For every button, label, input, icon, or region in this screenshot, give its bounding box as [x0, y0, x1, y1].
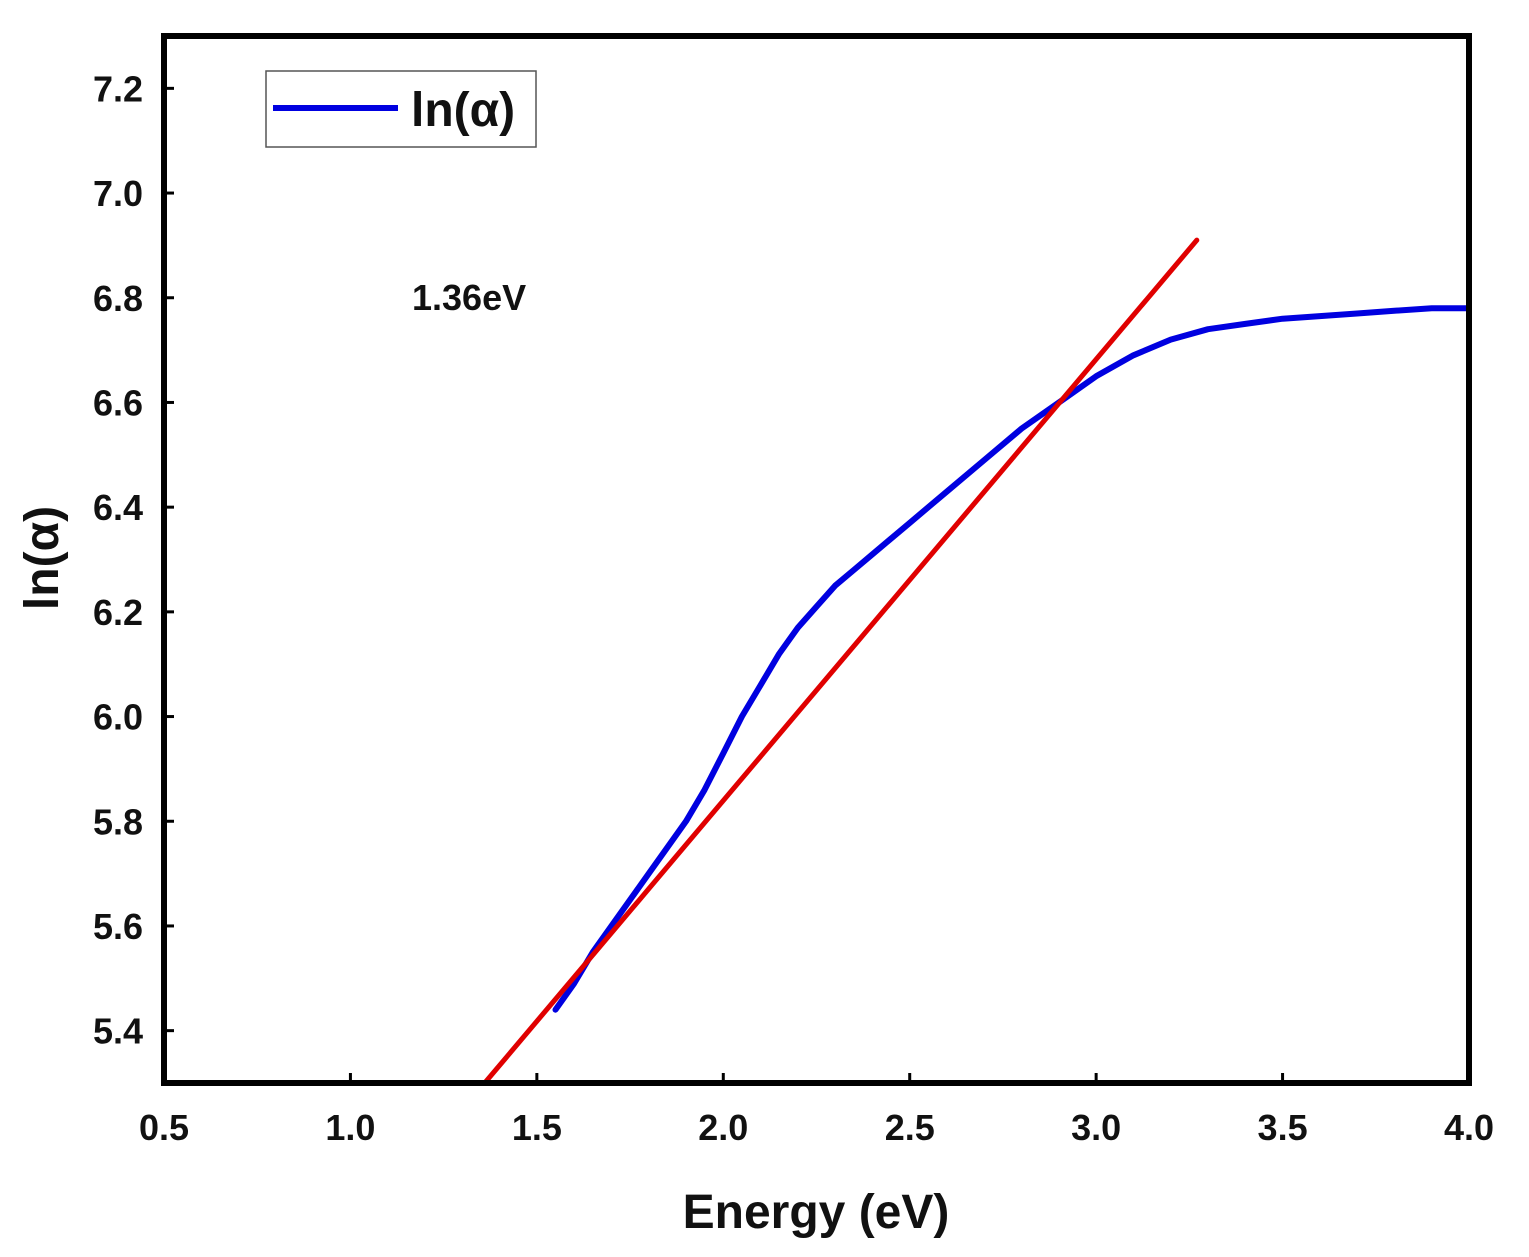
legend-label: ln(α) — [411, 84, 515, 137]
x-axis-tick-labels: 0.5 1.0 1.5 2.0 2.5 3.0 3.5 4.0 — [139, 1107, 1494, 1148]
x-tick-label: 3.0 — [1071, 1107, 1121, 1148]
y-tick-label: 5.8 — [93, 801, 143, 842]
plot-area — [161, 33, 1472, 1086]
x-tick-label: 2.5 — [885, 1107, 935, 1148]
x-tick-label: 3.5 — [1258, 1107, 1308, 1148]
y-axis-title: ln(α) — [16, 506, 69, 610]
y-tick-label: 5.4 — [93, 1011, 143, 1052]
y-tick-label: 7.2 — [93, 68, 143, 109]
linear-fit-line — [482, 237, 1200, 1086]
y-tick-label: 6.4 — [93, 487, 143, 528]
y-tick-label: 6.0 — [93, 697, 143, 738]
plot-frame — [161, 33, 1472, 1086]
y-tick-label: 6.2 — [93, 592, 143, 633]
fit-line-layer — [482, 237, 1200, 1086]
bandgap-annotation: 1.36eV — [412, 277, 526, 318]
x-tick-label: 1.0 — [325, 1107, 375, 1148]
y-tick-label: 6.8 — [93, 278, 143, 319]
x-tick-label: 1.5 — [512, 1107, 562, 1148]
series-line-ln-alpha — [552, 305, 1472, 1013]
y-tick-label: 6.6 — [93, 382, 143, 423]
y-tick-label: 5.6 — [93, 906, 143, 947]
x-axis-title: Energy (eV) — [683, 1186, 950, 1239]
x-tick-label: 0.5 — [139, 1107, 189, 1148]
x-tick-label: 4.0 — [1444, 1107, 1494, 1148]
y-tick-label: 7.0 — [93, 173, 143, 214]
legend: ln(α) — [265, 70, 537, 148]
series-layer — [552, 305, 1472, 1013]
x-tick-label: 2.0 — [698, 1107, 748, 1148]
y-axis-tick-labels: 5.4 5.6 5.8 6.0 6.2 6.4 6.6 6.8 7.0 7.2 — [93, 68, 143, 1051]
